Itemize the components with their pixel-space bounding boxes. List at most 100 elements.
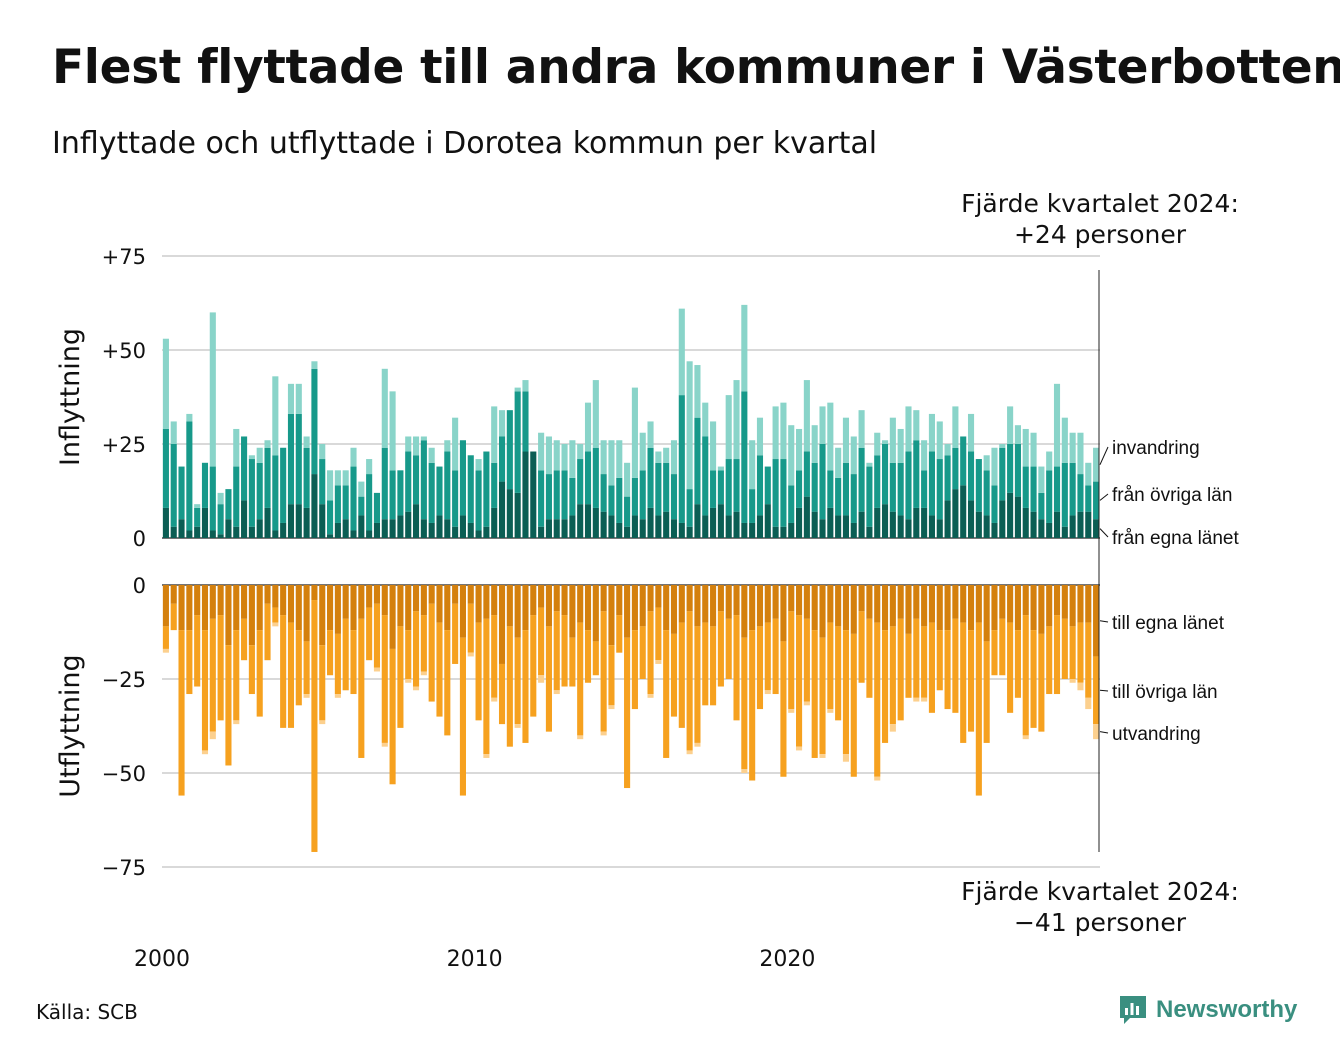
in-bar-own-county xyxy=(334,522,341,538)
in-bar-other-counties xyxy=(827,470,834,508)
in-bar-own-county xyxy=(663,511,670,538)
out-bar-own-county xyxy=(342,585,349,619)
in-bar-own-county xyxy=(170,526,177,538)
out-tick-label: 0 xyxy=(133,574,146,598)
out-bar-abroad xyxy=(420,671,427,676)
in-bar-abroad xyxy=(897,428,904,463)
out-bar-other-counties xyxy=(803,618,810,702)
in-bar-abroad xyxy=(1093,447,1100,482)
in-bar-other-counties xyxy=(881,444,889,505)
in-bar-own-county xyxy=(881,504,889,538)
out-bar-other-counties xyxy=(584,630,592,683)
out-bar-own-county xyxy=(1014,585,1021,631)
out-bar-other-counties xyxy=(397,626,404,728)
in-bar-other-counties xyxy=(889,462,896,512)
in-bar-other-counties xyxy=(960,436,967,486)
in-bar-own-county xyxy=(584,504,592,538)
in-bar-other-counties xyxy=(999,447,1006,501)
in-bar-other-counties xyxy=(295,413,302,505)
annotation-outflow: Fjärde kvartalet 2024: −41 personer xyxy=(940,876,1260,938)
in-bar-abroad xyxy=(913,410,920,441)
in-bar-abroad xyxy=(538,432,545,471)
in-bar-other-counties xyxy=(452,470,459,527)
in-bar-other-counties xyxy=(749,489,756,523)
out-bar-own-county xyxy=(936,585,943,631)
out-bar-own-county xyxy=(389,585,396,649)
in-bar-abroad xyxy=(217,492,224,505)
in-bar-other-counties xyxy=(186,421,193,531)
out-bar-other-counties xyxy=(710,626,717,706)
in-bar-other-counties xyxy=(772,459,779,527)
out-bar-abroad xyxy=(647,694,654,698)
out-bar-other-counties xyxy=(186,630,193,695)
in-bar-own-county xyxy=(866,526,873,538)
in-bar-other-counties xyxy=(1038,492,1045,520)
out-bar-own-county xyxy=(436,585,443,623)
out-bar-abroad xyxy=(686,750,693,755)
out-bar-own-county xyxy=(506,585,513,627)
in-bar-abroad xyxy=(678,308,685,396)
out-bar-other-counties xyxy=(944,630,951,710)
in-bar-own-county xyxy=(1022,507,1029,538)
in-bar-own-county xyxy=(538,526,545,538)
out-series-label: utvandring xyxy=(1112,724,1201,745)
in-bar-own-county xyxy=(842,515,850,538)
in-bar-other-counties xyxy=(577,459,584,505)
out-bar-other-counties xyxy=(749,630,756,781)
in-bar-own-county xyxy=(1030,511,1037,538)
in-bar-other-counties xyxy=(498,436,506,482)
out-bar-own-county xyxy=(928,585,935,623)
in-bar-other-counties xyxy=(624,496,631,527)
out-bar-own-county xyxy=(178,585,185,631)
in-bar-other-counties xyxy=(631,477,638,516)
in-bar-own-county xyxy=(749,522,756,538)
in-bar-abroad xyxy=(756,417,764,456)
brand-name: Newsworthy xyxy=(1156,996,1298,1023)
out-label-leader xyxy=(1099,620,1109,623)
in-bar-abroad xyxy=(1077,432,1084,475)
in-bar-abroad xyxy=(983,455,990,471)
in-bar-own-county xyxy=(1061,526,1068,538)
out-bar-own-county xyxy=(741,585,748,638)
out-bar-abroad xyxy=(334,694,341,698)
in-bar-own-county xyxy=(686,526,693,538)
in-bar-own-county xyxy=(405,511,412,538)
out-bar-abroad xyxy=(303,694,310,698)
in-bar-abroad xyxy=(1038,466,1045,493)
brand-logo[interactable]: Newsworthy xyxy=(1118,994,1297,1026)
in-bar-own-county xyxy=(569,515,576,538)
in-bar-abroad xyxy=(389,391,396,471)
out-bar-other-counties xyxy=(444,630,451,736)
out-bar-other-counties xyxy=(256,630,263,717)
in-bar-other-counties xyxy=(373,492,381,523)
in-bar-own-county xyxy=(1085,511,1092,538)
out-bar-other-counties xyxy=(311,600,318,852)
in-bar-other-counties xyxy=(342,485,349,520)
in-bar-own-county xyxy=(303,507,310,538)
out-bar-other-counties xyxy=(522,630,529,743)
out-bar-own-county xyxy=(530,585,537,616)
in-bar-own-county xyxy=(608,515,615,538)
out-bar-own-county xyxy=(780,585,787,642)
out-bar-own-county xyxy=(858,585,865,612)
out-bar-other-counties xyxy=(624,637,631,789)
out-bar-other-counties xyxy=(827,622,834,710)
in-bar-other-counties xyxy=(444,451,451,520)
in-bar-own-county xyxy=(678,522,685,538)
in-bar-own-county xyxy=(991,522,998,538)
in-bar-abroad xyxy=(1061,417,1068,463)
in-bar-other-counties xyxy=(866,466,873,527)
in-bar-own-county xyxy=(358,515,365,538)
out-bar-own-county xyxy=(373,585,381,604)
in-bar-own-county xyxy=(600,511,607,538)
out-bar-abroad xyxy=(1069,679,1076,683)
in-bar-other-counties xyxy=(170,444,177,527)
in-bar-own-county xyxy=(983,515,990,538)
in-bar-other-counties xyxy=(905,451,912,520)
out-bar-other-counties xyxy=(162,626,169,649)
out-bar-other-counties xyxy=(600,611,607,732)
in-bar-own-county xyxy=(811,511,818,538)
out-bar-other-counties xyxy=(514,637,521,725)
in-bar-abroad xyxy=(1022,428,1029,467)
out-bar-abroad xyxy=(553,690,560,695)
